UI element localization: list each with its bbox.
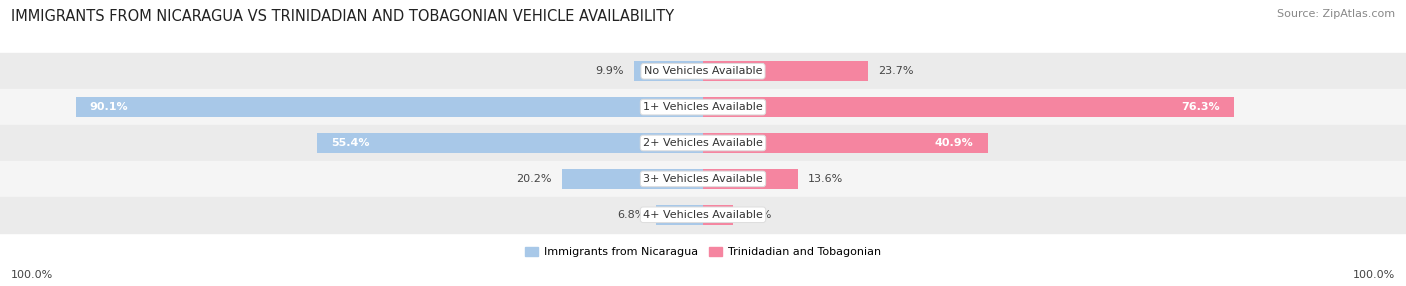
Bar [655,205,703,225]
Text: 9.9%: 9.9% [595,66,624,76]
Bar [703,169,797,189]
Bar [703,205,733,225]
Text: 76.3%: 76.3% [1181,102,1220,112]
Bar [0,89,1406,125]
Text: 6.8%: 6.8% [617,210,645,220]
Text: No Vehicles Available: No Vehicles Available [644,66,762,76]
Text: 90.1%: 90.1% [90,102,128,112]
Text: 23.7%: 23.7% [879,66,914,76]
Text: IMMIGRANTS FROM NICARAGUA VS TRINIDADIAN AND TOBAGONIAN VEHICLE AVAILABILITY: IMMIGRANTS FROM NICARAGUA VS TRINIDADIAN… [11,9,675,23]
Bar [318,133,703,153]
Text: Source: ZipAtlas.com: Source: ZipAtlas.com [1277,9,1395,19]
Bar [76,97,703,117]
Bar [703,133,987,153]
Bar [562,169,703,189]
Text: 40.9%: 40.9% [935,138,974,148]
Bar [703,97,1234,117]
Text: 2+ Vehicles Available: 2+ Vehicles Available [643,138,763,148]
Text: 4+ Vehicles Available: 4+ Vehicles Available [643,210,763,220]
Bar [0,197,1406,233]
Text: 20.2%: 20.2% [516,174,553,184]
Text: 100.0%: 100.0% [11,270,53,280]
Text: 100.0%: 100.0% [1353,270,1395,280]
Text: 3+ Vehicles Available: 3+ Vehicles Available [643,174,763,184]
Text: 13.6%: 13.6% [808,174,844,184]
Bar [0,125,1406,161]
Bar [634,61,703,81]
Text: 4.3%: 4.3% [744,210,772,220]
Legend: Immigrants from Nicaragua, Trinidadian and Tobagonian: Immigrants from Nicaragua, Trinidadian a… [520,243,886,262]
Text: 55.4%: 55.4% [332,138,370,148]
Bar [0,161,1406,197]
Bar [0,53,1406,89]
Bar [703,61,868,81]
Text: 1+ Vehicles Available: 1+ Vehicles Available [643,102,763,112]
